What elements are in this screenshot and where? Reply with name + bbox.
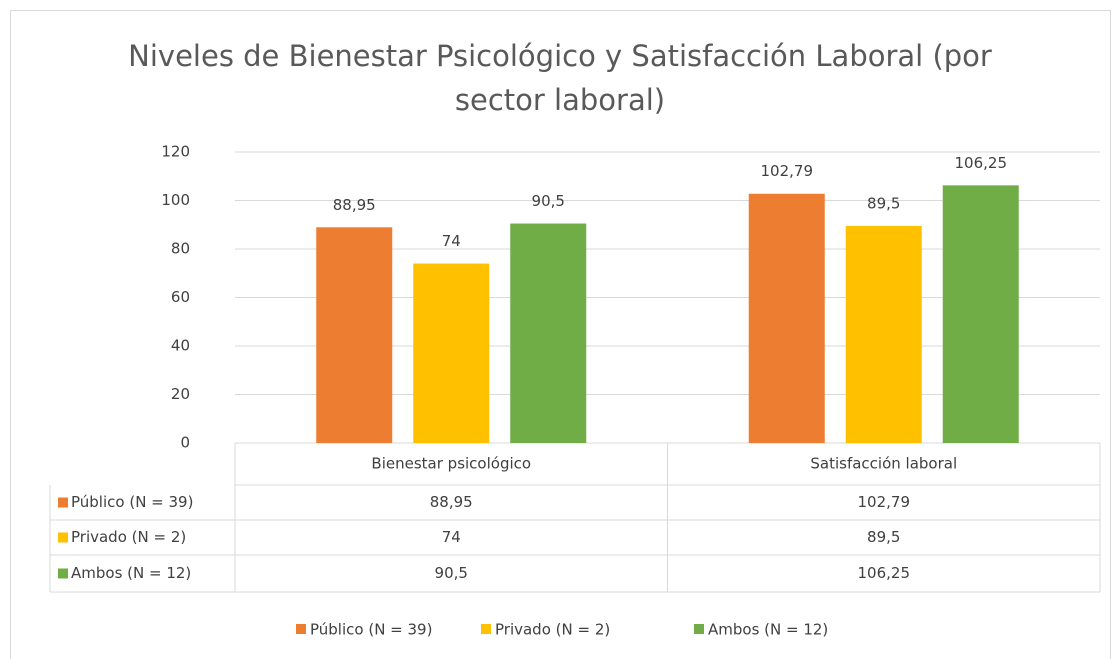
chart-title: Niveles de Bienestar Psicológico y Satis… xyxy=(128,39,992,117)
y-tick-label: 20 xyxy=(171,385,190,403)
table-series-name: Ambos (N = 12) xyxy=(71,564,191,582)
x-tick-label: Bienestar psicológico xyxy=(371,455,531,473)
legend-label: Ambos (N = 12) xyxy=(708,621,828,639)
legend-label: Público (N = 39) xyxy=(310,621,432,639)
table-cell: 88,95 xyxy=(430,493,473,511)
table-cell: 90,5 xyxy=(435,564,468,582)
data-label: 88,95 xyxy=(333,196,376,214)
data-label: 90,5 xyxy=(532,192,565,210)
data-label: 74 xyxy=(442,232,461,250)
table-legend-swatch xyxy=(58,568,68,579)
legend-swatch xyxy=(694,624,704,634)
table-cell: 102,79 xyxy=(858,493,911,511)
legend-label: Privado (N = 2) xyxy=(495,621,610,639)
data-label: 89,5 xyxy=(867,194,900,212)
table-series-name: Público (N = 39) xyxy=(71,493,193,511)
x-tick-label: Satisfacción laboral xyxy=(810,455,957,473)
table-cell: 89,5 xyxy=(867,528,900,546)
bar xyxy=(413,263,490,443)
bar xyxy=(942,185,1019,443)
table-cell: 74 xyxy=(442,528,461,546)
legend-swatch xyxy=(481,624,491,634)
y-tick-label: 60 xyxy=(171,288,190,306)
bar xyxy=(510,223,587,443)
table-cell: 106,25 xyxy=(858,564,911,582)
bar xyxy=(316,227,393,443)
data-label: 106,25 xyxy=(955,154,1008,172)
y-tick-label: 80 xyxy=(171,240,190,258)
table-legend-swatch xyxy=(58,532,68,543)
legend-swatch xyxy=(296,624,306,634)
bar xyxy=(845,225,922,443)
chart-border xyxy=(10,10,1111,659)
bar xyxy=(748,193,825,443)
y-tick-label: 40 xyxy=(171,337,190,355)
table-series-name: Privado (N = 2) xyxy=(71,528,186,546)
table-legend-swatch xyxy=(58,497,68,508)
y-tick-label: 0 xyxy=(180,434,190,452)
y-tick-label: 100 xyxy=(161,191,190,209)
data-label: 102,79 xyxy=(761,162,814,180)
y-tick-label: 120 xyxy=(161,143,190,161)
